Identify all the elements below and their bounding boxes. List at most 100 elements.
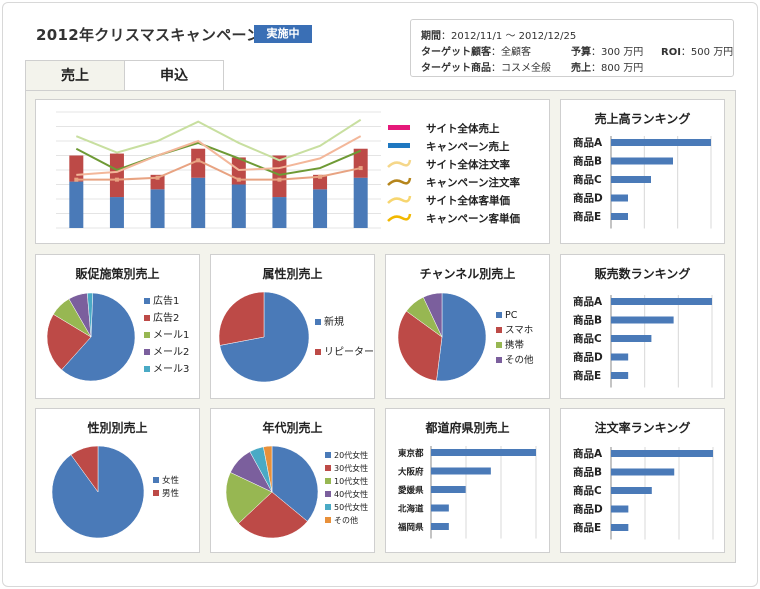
sales-value: 800 万円 <box>601 63 644 74</box>
legend-label: 広告2 <box>153 311 179 324</box>
legend-label: 50代女性 <box>334 502 368 512</box>
series-line <box>75 141 362 176</box>
bar <box>611 176 651 183</box>
period-value: 2012/11/1 〜 2012/12/25 <box>451 31 577 42</box>
series-marker <box>358 166 363 171</box>
pie-slice <box>271 445 319 522</box>
order-ranking-chart: 商品A 商品B 商品C 商品D 商品E <box>573 447 714 540</box>
legend-label: 新規 <box>324 315 344 328</box>
category-label: 商品E <box>573 521 601 534</box>
age-sales-title: 年代別売上 <box>262 421 323 435</box>
series-line <box>76 159 361 181</box>
legend-swatch <box>496 327 502 333</box>
sales-label: 売上 <box>571 63 591 74</box>
order-ranking-panel: 注文率ランキング 商品A 商品B 商品C 商品D 商品E <box>560 408 725 553</box>
category-label: 愛媛県 <box>398 485 424 496</box>
series-marker <box>155 175 160 180</box>
pie-slice <box>225 472 273 524</box>
legend-swatch <box>387 177 412 186</box>
legend-swatch <box>325 478 331 484</box>
attr-sales-title: 属性別売上 <box>262 267 323 281</box>
pie-slice <box>397 310 443 381</box>
category-label: 商品D <box>573 503 603 516</box>
category-label: 大阪府 <box>398 467 424 478</box>
legend-label: キャンペーン客単価 <box>426 212 520 225</box>
main-chart-panel: サイト全体売上 キャンペーン売上 サイト全体注文率 キャンペーン注文率 サイト全体客単価… <box>35 99 550 244</box>
target-customer-row: ターゲット顧客：全顧客 <box>421 47 531 58</box>
gender-sales-panel: 性別別売上 女性 男性 <box>35 408 200 553</box>
category-label: 商品A <box>573 136 603 149</box>
bar <box>431 504 449 512</box>
legend-label: その他 <box>505 354 534 366</box>
channel-sales-panel: チャンネル別売上 PC スマホ 携帯 その他 <box>385 254 550 399</box>
bar-site <box>109 153 124 198</box>
pie-slice <box>70 445 99 493</box>
legend-label: メール3 <box>153 364 189 375</box>
order-ranking-title: 注文率ランキング <box>594 421 691 435</box>
legend-swatch <box>325 504 331 510</box>
legend-label: キャンペーン売上 <box>426 140 510 153</box>
legend-label: 広告1 <box>153 294 179 307</box>
roi-label: ROI <box>661 47 681 58</box>
legend-label: キャンペーン注文率 <box>426 176 520 189</box>
series-marker <box>74 177 79 182</box>
legend-swatch <box>387 195 412 204</box>
legend-swatch <box>325 452 331 458</box>
roi-value: 500 万円 <box>690 47 734 58</box>
category-label: 商品E <box>573 369 601 382</box>
status-badge: 実施中 <box>254 25 312 43</box>
legend-label: 20代女性 <box>334 450 368 460</box>
bar-campaign <box>353 177 368 228</box>
series-marker <box>277 177 282 182</box>
bar <box>611 487 652 494</box>
pie-slice <box>46 313 92 371</box>
legend-swatch <box>388 125 410 130</box>
sales-ranking-title: 売上高ランキング <box>594 112 691 126</box>
tab-apply[interactable]: 申込 <box>124 60 224 90</box>
bar <box>611 468 675 476</box>
category-label: 商品A <box>573 295 603 308</box>
tab-sales[interactable]: 売上 <box>25 60 125 91</box>
legend-swatch <box>144 349 150 355</box>
budget-value: 300 万円 <box>601 47 644 58</box>
legend-swatch <box>388 143 410 148</box>
legend-label: 40代女性 <box>334 489 368 499</box>
period-row: 期間：2012/11/1 〜 2012/12/25 <box>421 31 577 42</box>
sales-ranking-chart: 商品A 商品B 商品C 商品D 商品E <box>573 136 712 229</box>
category-label: 商品D <box>573 351 603 364</box>
category-label: 商品C <box>573 484 602 497</box>
legend-label: メール2 <box>153 347 189 358</box>
target-customer-label: ターゲット顧客 <box>421 47 491 58</box>
pie-slice <box>61 292 136 382</box>
legend-swatch <box>144 366 150 372</box>
volume-ranking-panel: 販売数ランキング 商品A 商品B 商品C 商品D 商品E <box>560 254 725 399</box>
pie-slice <box>86 292 94 338</box>
campaign-info-box: 期間：2012/11/1 〜 2012/12/25 ターゲット顧客：全顧客 ター… <box>410 19 734 77</box>
legend-swatch <box>496 357 502 363</box>
bar <box>611 194 628 202</box>
pie-slice <box>263 445 273 493</box>
pref-sales-panel: 都道府県別売上 東京都 大阪府 愛媛県 北海道 福岡県 <box>385 408 550 553</box>
legend-label: 男性 <box>162 488 180 499</box>
legend-swatch <box>496 342 502 348</box>
main-combo-chart: サイト全体売上キャンペーン売上サイト全体注文率キャンペーン注文率サイト全体客単価… <box>56 111 520 229</box>
legend-label: 30代女性 <box>334 463 368 473</box>
category-label: 商品B <box>573 155 602 168</box>
legend-label: 10代女性 <box>334 476 368 486</box>
bar-campaign <box>150 189 165 228</box>
legend-swatch <box>144 298 150 304</box>
legend-swatch <box>144 332 150 338</box>
legend-label: その他 <box>334 515 358 525</box>
period-label: 期間 <box>421 31 441 42</box>
bar <box>611 524 629 531</box>
legend-swatch <box>153 490 159 496</box>
bar <box>611 372 629 379</box>
series-marker <box>196 158 201 163</box>
category-label: 商品B <box>573 466 602 479</box>
category-label: 商品C <box>573 332 602 345</box>
bar <box>431 467 491 475</box>
legend-label: スマホ <box>505 325 533 336</box>
